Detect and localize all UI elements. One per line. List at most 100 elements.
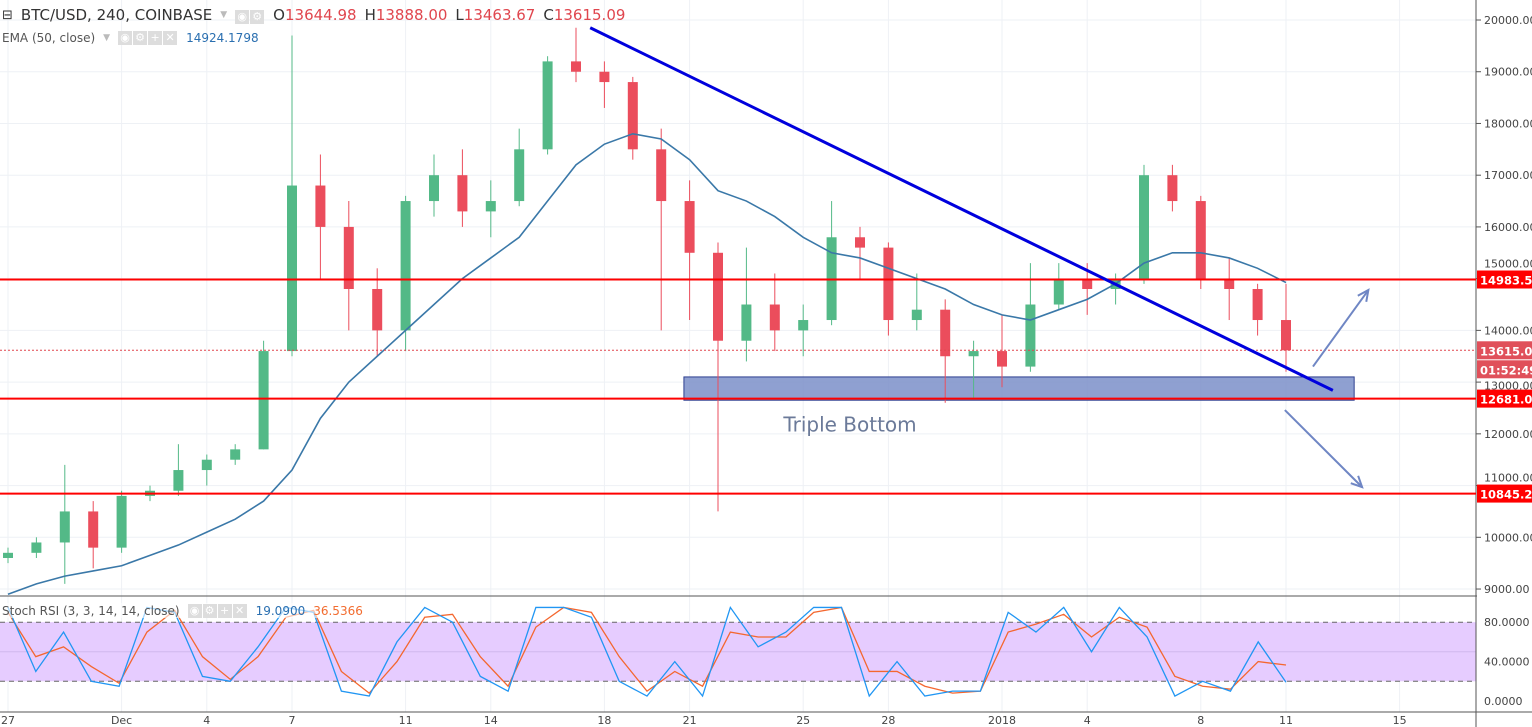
stoch-title[interactable]: Stoch RSI (3, 3, 14, 14, close) xyxy=(2,603,180,618)
price-tick-label: 15000.00 xyxy=(1484,258,1532,271)
annotation-text: Triple Bottom xyxy=(782,412,916,436)
symbol-legend: ⊟ BTC/USD, 240, COINBASE ▼ ◉ ⚙ O13644.98 … xyxy=(2,6,625,24)
level-price-tag-label: 10845.20 xyxy=(1480,488,1532,502)
stoch-tick-label: 80.0000 xyxy=(1484,616,1530,629)
ema-title[interactable]: EMA (50, close) xyxy=(2,30,96,45)
stoch-legend: Stoch RSI (3, 3, 14, 14, close) ◉ ⚙ + ✕ 19.… xyxy=(2,603,363,618)
symbol-title[interactable]: BTC/USD, 240, COINBASE xyxy=(20,6,213,24)
candle-body xyxy=(968,351,979,357)
gear-icon[interactable]: ⚙ xyxy=(133,31,148,45)
time-tick-label: 27 xyxy=(1,714,15,727)
time-tick-label: 4 xyxy=(203,714,210,727)
ema-legend: EMA (50, close) ▼ ◉ ⚙ + ✕ 14924.1798 xyxy=(2,30,259,45)
ema-value: 14924.1798 xyxy=(186,30,259,45)
candle-body xyxy=(31,542,42,553)
collapse-icon[interactable]: ⊟ xyxy=(2,7,13,23)
candle-body xyxy=(485,201,496,212)
close-icon[interactable]: ✕ xyxy=(163,31,178,45)
price-tick-label: 9000.00 xyxy=(1484,583,1530,596)
eye-icon[interactable]: ◉ xyxy=(235,10,250,24)
price-tick-label: 19000.00 xyxy=(1484,66,1532,79)
candle-body xyxy=(713,252,723,341)
eye-icon[interactable]: ◉ xyxy=(187,604,202,618)
candle-body xyxy=(88,511,99,548)
candle-body xyxy=(1053,278,1064,305)
time-tick-label: 15 xyxy=(1393,714,1407,727)
candle-body xyxy=(798,320,809,331)
candle-body xyxy=(571,61,581,72)
high-label: H xyxy=(364,6,376,24)
candle-body xyxy=(1195,201,1206,279)
arrow-head-icon xyxy=(1350,475,1364,489)
price-tick-label: 20000.00 xyxy=(1484,14,1532,27)
price-tick-label: 12000.00 xyxy=(1484,428,1532,441)
high-value: 13888.00 xyxy=(375,6,448,24)
candle-body xyxy=(1025,304,1036,367)
stoch-k-line xyxy=(7,605,1287,698)
countdown-tag xyxy=(1477,360,1532,379)
candle-body xyxy=(514,149,525,202)
candle-body xyxy=(627,82,638,150)
level-price-tag xyxy=(1477,484,1532,503)
candle-body xyxy=(400,201,411,331)
time-tick-label: 8 xyxy=(1197,714,1204,727)
time-tick-label: 7 xyxy=(289,714,296,727)
candle-body xyxy=(542,61,553,150)
stoch-d-value: 36.5366 xyxy=(313,603,363,618)
price-tick-label: 17000.00 xyxy=(1484,169,1532,182)
last-price-tag-label: 13615.09 xyxy=(1480,344,1532,358)
candle-body xyxy=(258,351,269,450)
close-value: 13615.09 xyxy=(553,6,626,24)
gear-icon[interactable]: ⚙ xyxy=(202,604,217,618)
level-price-tag xyxy=(1477,270,1532,289)
chevron-down-icon[interactable]: ▼ xyxy=(220,10,228,20)
gear-icon[interactable]: ⚙ xyxy=(250,10,265,24)
candle-body xyxy=(3,552,13,558)
last-price-tag xyxy=(1477,341,1532,360)
price-tick-label: 18000.00 xyxy=(1484,117,1532,130)
time-tick-label: Dec xyxy=(111,714,132,727)
low-value: 13463.67 xyxy=(463,6,536,24)
time-tick-label: 2018 xyxy=(988,714,1016,727)
candle-body xyxy=(1167,175,1178,202)
close-icon[interactable]: ✕ xyxy=(232,604,247,618)
candle-body xyxy=(201,459,212,471)
candle-body xyxy=(343,226,354,289)
candle-body xyxy=(656,149,667,202)
ema-line xyxy=(7,132,1287,595)
eye-icon[interactable]: ◉ xyxy=(118,31,133,45)
candle-body xyxy=(315,185,326,227)
stoch-tick-label: 40.0000 xyxy=(1484,656,1530,669)
candle-body xyxy=(741,304,752,341)
candle-body xyxy=(769,304,780,331)
time-tick-label: 18 xyxy=(597,714,611,727)
arrow-line xyxy=(1284,409,1363,488)
candle-body xyxy=(1281,320,1291,351)
plus-icon[interactable]: + xyxy=(217,604,232,618)
candle-body xyxy=(940,309,951,357)
time-tick-label: 11 xyxy=(1279,714,1293,727)
support-zone xyxy=(683,376,1355,401)
time-tick-label: 11 xyxy=(399,714,413,727)
countdown-tag-label: 01:52:49 xyxy=(1480,363,1532,377)
time-tick-label: 4 xyxy=(1084,714,1091,727)
stoch-k-value: 19.0900 xyxy=(255,603,306,618)
candle-body xyxy=(372,288,383,331)
plus-icon[interactable]: + xyxy=(148,31,163,45)
time-tick-label: 28 xyxy=(881,714,895,727)
candle-body xyxy=(173,470,184,491)
candle-body xyxy=(429,175,439,202)
low-label: L xyxy=(455,6,464,24)
time-tick-label: 25 xyxy=(796,714,810,727)
candle-body xyxy=(230,449,241,460)
open-value: 13644.98 xyxy=(284,6,357,24)
candle-body xyxy=(1139,175,1149,279)
time-tick-label: 14 xyxy=(484,714,498,727)
price-tick-label: 13000.00 xyxy=(1484,379,1532,392)
chevron-down-icon[interactable]: ▼ xyxy=(103,32,111,43)
candle-body xyxy=(684,201,695,253)
candle-body xyxy=(457,175,468,212)
price-tick-label: 16000.00 xyxy=(1484,221,1532,234)
candle-body xyxy=(855,237,865,248)
